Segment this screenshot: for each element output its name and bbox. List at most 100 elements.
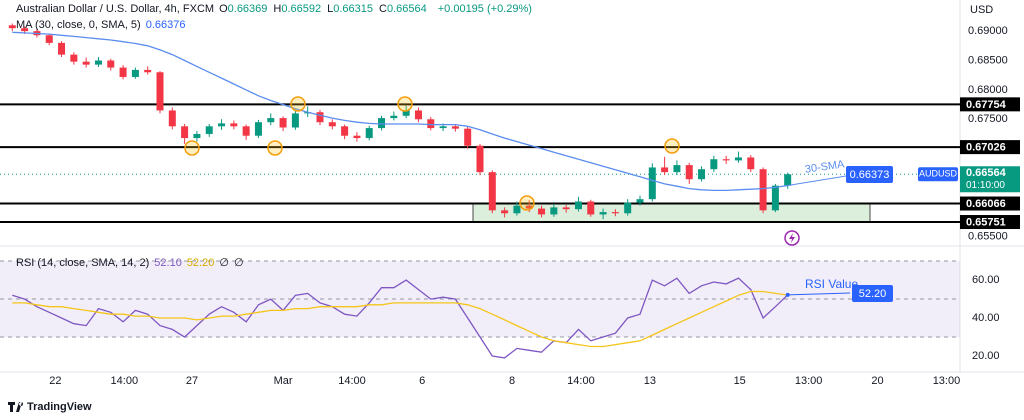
- sma-arrow: [787, 175, 847, 186]
- sma-box-text: 0.66373: [850, 169, 890, 181]
- ohlc-header: O0.66369 H0.66592 L0.66315 C0.66564: [219, 3, 433, 15]
- candle-body: [685, 165, 693, 180]
- x-tick-label: 8: [509, 375, 515, 387]
- rsi-ma-value: 52.20: [186, 257, 215, 269]
- y-tick-label: 0.68000: [968, 84, 1008, 96]
- ohlc-key: O: [219, 3, 228, 15]
- candle-body: [230, 123, 238, 127]
- candle-body: [267, 118, 275, 123]
- level-label-box: [960, 97, 1020, 112]
- candle-body: [439, 126, 447, 129]
- candle-body: [784, 174, 792, 186]
- candle-body: [131, 69, 139, 77]
- candle-body: [587, 201, 595, 215]
- candle-body: [156, 72, 164, 111]
- candle-body: [291, 113, 299, 128]
- candle-body: [710, 159, 718, 170]
- event-icon-bolt: [789, 233, 795, 243]
- ohlc-key: C: [379, 3, 387, 15]
- rsi-arrow: [787, 292, 851, 296]
- ohlc-value: 0.66592: [281, 3, 322, 15]
- candle-body: [550, 207, 558, 215]
- candle-body: [218, 123, 226, 127]
- rsi-extra: ∅: [233, 257, 244, 269]
- candle-body: [488, 172, 496, 211]
- rsi-box-text: 52.20: [859, 288, 887, 300]
- rsi-box: [852, 285, 893, 302]
- candle-body: [353, 135, 361, 139]
- ohlc-key: L: [327, 3, 334, 15]
- rsi-header: RSI (14, close, SMA, 14, 2) 52.10 52.20 ∅ ∅: [16, 256, 249, 269]
- candle-body: [341, 126, 349, 136]
- level-label-box: [960, 140, 1020, 155]
- symbol-title: Australian Dollar / U.S. Dollar, 4h, FXC…: [16, 3, 215, 15]
- symbol-header: Australian Dollar / U.S. Dollar, 4h, FXC…: [16, 3, 537, 15]
- price-tag-text: 0.66564: [966, 167, 1007, 179]
- highlight-circle: [184, 140, 200, 156]
- symbol-tag: [918, 167, 958, 182]
- x-tick-label: 13: [644, 375, 656, 387]
- candle-body: [254, 122, 262, 136]
- candle-body: [8, 25, 16, 29]
- x-tick-label: 14:00: [567, 375, 595, 387]
- highlight-circle: [267, 140, 283, 156]
- candle-body: [82, 61, 90, 65]
- x-tick-label: 22: [49, 375, 61, 387]
- candle-body: [451, 126, 459, 129]
- candle-body: [58, 42, 66, 55]
- candle-body: [427, 119, 435, 129]
- candle-body: [70, 54, 78, 62]
- ohlc-value: 0.66564: [386, 3, 427, 15]
- candle-body: [242, 126, 250, 136]
- sma-box: [846, 166, 893, 183]
- rsi-tick-label: 60.00: [972, 274, 1000, 286]
- candle-body: [771, 185, 779, 211]
- x-tick-label: 14:00: [338, 375, 366, 387]
- candle-body: [476, 145, 484, 173]
- level-label: 0.66066: [966, 198, 1006, 210]
- candle-body: [144, 69, 152, 73]
- x-tick-label: 13:00: [933, 375, 961, 387]
- candle-body: [513, 205, 521, 214]
- candle-body: [599, 212, 607, 215]
- candle-body: [574, 201, 582, 210]
- rsi-tick-label: 40.00: [972, 312, 1000, 324]
- rsi-line: [12, 277, 789, 359]
- candle-body: [328, 122, 336, 127]
- candle-body: [94, 60, 102, 65]
- x-tick-label: Mar: [274, 375, 293, 387]
- y-tick-label: 0.67500: [968, 113, 1008, 125]
- symbol-tag-text: AUDUSD: [919, 169, 958, 179]
- y-tick-label: 0.65500: [968, 231, 1008, 243]
- candle-body: [734, 157, 742, 161]
- rsi-line: [12, 290, 788, 348]
- candle-body: [501, 210, 509, 214]
- level-label: 0.67026: [966, 142, 1006, 154]
- candle-body: [636, 199, 644, 203]
- candle-body: [45, 35, 53, 43]
- highlight-circle: [397, 96, 413, 112]
- price-tag: [960, 166, 1020, 193]
- ohlc-value: 0.66315: [333, 3, 374, 15]
- highlight-circle: [290, 96, 306, 112]
- rsi-extra: ∅: [219, 257, 229, 269]
- candle-body: [168, 110, 176, 127]
- candle-body: [205, 126, 213, 134]
- level-label: 0.65751: [966, 216, 1006, 228]
- candle-body: [562, 207, 570, 210]
- candle-body: [611, 212, 619, 214]
- x-tick-label: 20: [871, 375, 883, 387]
- x-tick-label: 27: [186, 375, 198, 387]
- candle-body: [673, 165, 681, 173]
- rsi-value: 52.10: [154, 257, 182, 269]
- candle-body: [464, 128, 472, 146]
- candle-body: [316, 112, 324, 123]
- candle-body: [525, 205, 533, 209]
- x-tick-label: 6: [419, 375, 425, 387]
- countdown: 01:10:00: [966, 180, 1005, 191]
- level-label-box: [960, 196, 1020, 211]
- brand-logo: [8, 402, 24, 412]
- x-tick-label: 14:00: [111, 375, 139, 387]
